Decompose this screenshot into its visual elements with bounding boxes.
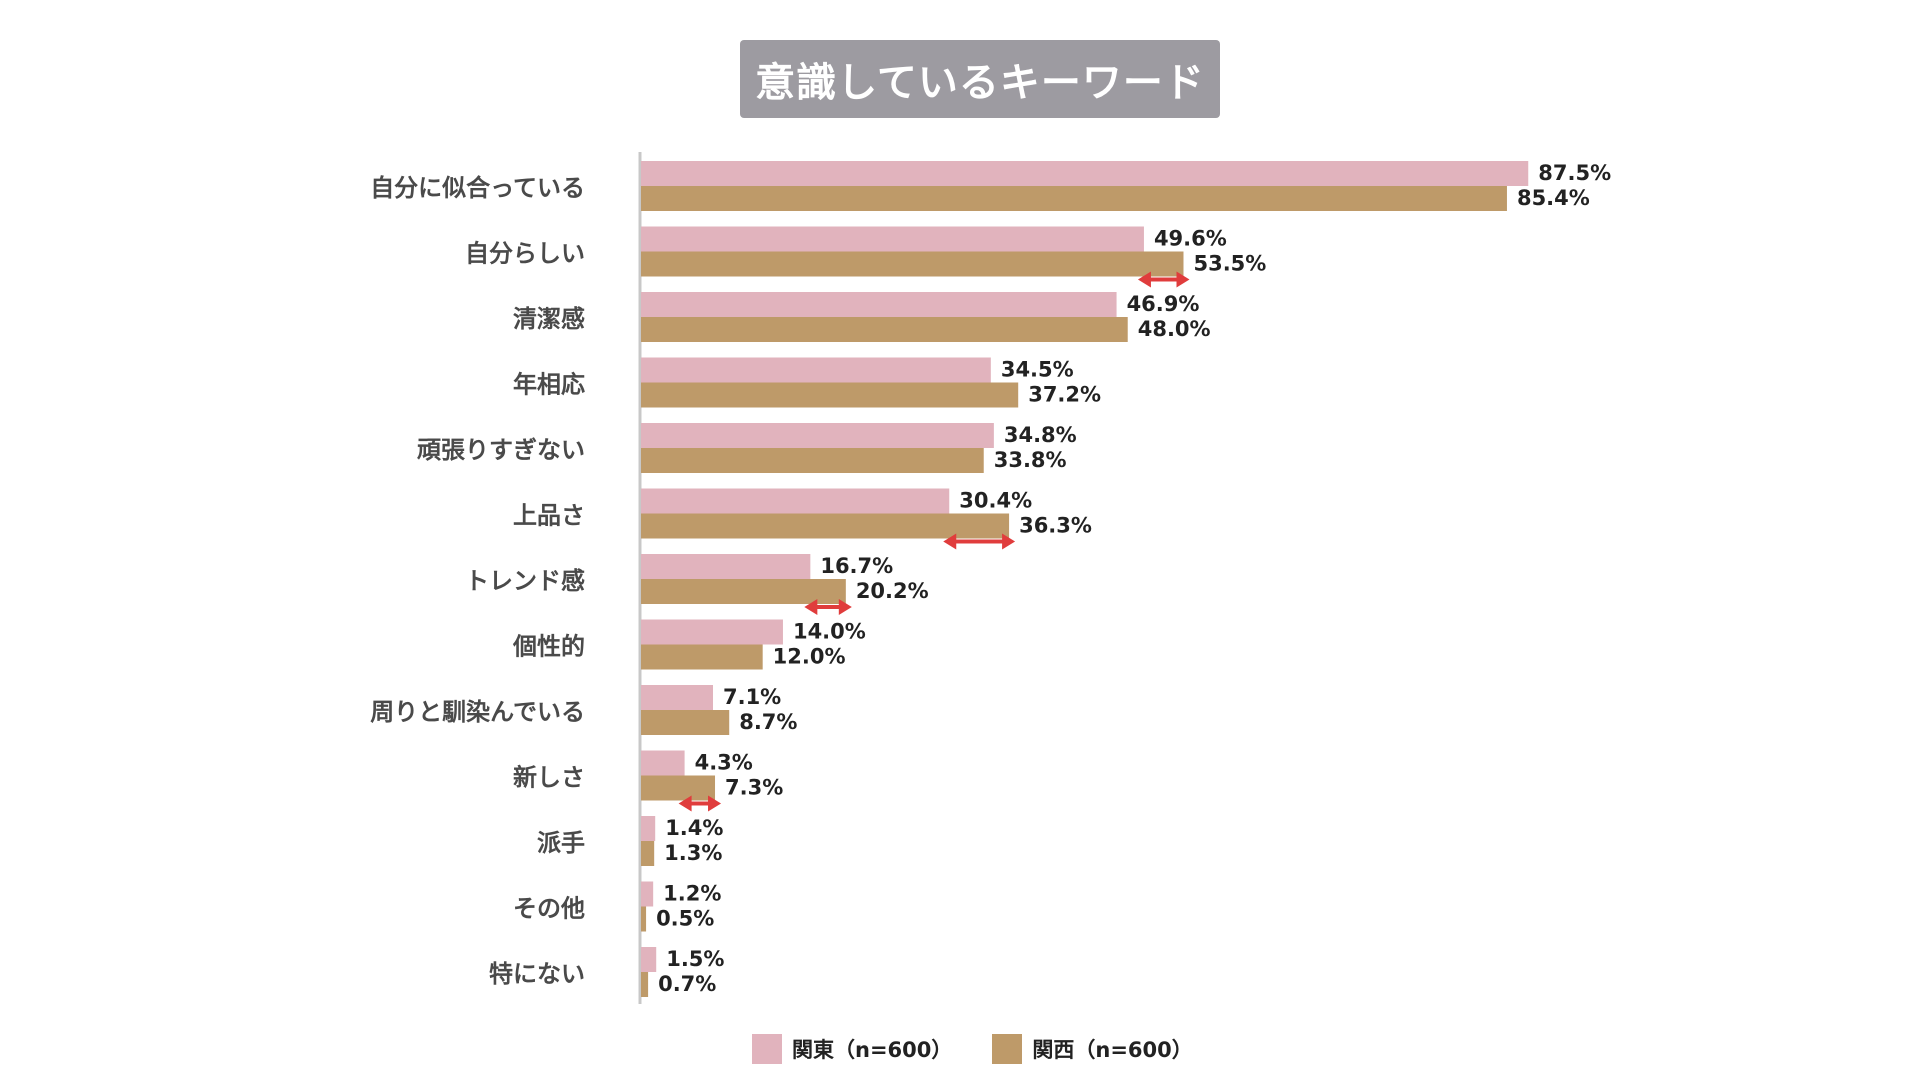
category-label: 周りと馴染んでいる: [370, 698, 585, 726]
value-label-kanto: 1.2%: [663, 882, 721, 906]
value-label-kansai: 0.5%: [656, 907, 714, 931]
legend-swatch-kanto: [752, 1034, 782, 1064]
bar-kansai: [641, 972, 649, 997]
bar-kansai: [641, 382, 1019, 408]
value-label-kansai: 0.7%: [658, 972, 716, 996]
value-label-kanto: 1.4%: [665, 816, 723, 840]
value-label-kansai: 37.2%: [1028, 383, 1101, 407]
value-label-kansai: 8.7%: [739, 710, 797, 734]
bar-kanto: [641, 947, 657, 972]
bar-kansai: [641, 186, 1507, 211]
difference-arrow-head-right: [1176, 271, 1190, 288]
bar-kansai: [641, 579, 846, 604]
bar-kansai: [641, 906, 647, 932]
difference-arrow-head-right: [838, 599, 852, 615]
difference-arrow-head-left: [1137, 271, 1151, 288]
value-label-kansai: 36.3%: [1019, 514, 1092, 538]
category-label: 年相応: [513, 371, 585, 399]
category-label: トレンド感: [465, 567, 585, 595]
legend-label-kansai: 関西（n=600）: [1032, 1038, 1193, 1062]
legend-swatch-kansai: [992, 1034, 1023, 1064]
difference-arrow-head-right: [1002, 533, 1016, 550]
bar-kanto: [641, 423, 994, 448]
value-label-kanto: 34.8%: [1004, 423, 1077, 447]
category-label: 特にない: [489, 960, 585, 988]
bar-kanto: [641, 816, 656, 841]
value-label-kansai: 85.4%: [1517, 186, 1590, 210]
bar-kansai: [641, 710, 730, 735]
chart-title: 意識しているキーワード: [740, 40, 1220, 118]
bar-kansai: [641, 841, 655, 866]
value-label-kansai: 7.3%: [725, 776, 783, 800]
bar-kansai: [641, 775, 716, 801]
value-label-kanto: 30.4%: [959, 489, 1032, 513]
value-label-kansai: 48.0%: [1138, 317, 1211, 341]
category-label: 自分らしい: [465, 240, 585, 268]
value-label-kansai: 53.5%: [1193, 252, 1266, 276]
value-label-kanto: 16.7%: [820, 554, 893, 578]
difference-arrow-head-right: [708, 795, 722, 812]
bar-kansai: [641, 448, 984, 473]
value-label-kanto: 14.0%: [793, 620, 866, 644]
value-label-kanto: 87.5%: [1538, 161, 1611, 185]
bar-kanto: [641, 554, 811, 579]
bar-kansai: [641, 644, 763, 670]
legend-label-kanto: 関東（n=600）: [792, 1038, 953, 1062]
category-label: 新しさ: [513, 764, 585, 792]
value-label-kanto: 1.5%: [666, 947, 724, 971]
legend-item-kansai: 関西（n=600）: [992, 1034, 1193, 1064]
value-label-kansai: 20.2%: [856, 579, 929, 603]
bar-kanto: [641, 685, 713, 710]
bar-kansai: [641, 513, 1010, 539]
category-label: その他: [513, 895, 585, 923]
bar-kanto: [641, 619, 783, 645]
value-label-kanto: 7.1%: [723, 685, 781, 709]
category-label: 頑張りすぎない: [416, 436, 585, 464]
value-label-kansai: 33.8%: [994, 448, 1067, 472]
category-label: 清潔感: [513, 305, 585, 333]
bar-kanto: [641, 357, 991, 383]
difference-arrow-head-left: [943, 533, 957, 550]
bar-kansai: [641, 251, 1184, 277]
category-label: 自分に似合っている: [370, 174, 585, 202]
category-label: 上品さ: [513, 502, 585, 530]
value-label-kanto: 46.9%: [1127, 292, 1200, 316]
bar-kanto: [641, 750, 685, 776]
category-label: 派手: [537, 829, 585, 857]
legend: 関東（n=600） 関西（n=600）: [752, 1034, 1193, 1064]
bar-kanto: [641, 488, 950, 514]
legend-item-kanto: 関東（n=600）: [752, 1034, 952, 1064]
value-label-kanto: 34.5%: [1001, 358, 1074, 382]
value-label-kanto: 4.3%: [695, 751, 753, 775]
bar-kansai: [641, 317, 1128, 342]
value-label-kansai: 12.0%: [773, 645, 846, 669]
bar-kanto: [641, 881, 654, 907]
bar-kanto: [641, 292, 1117, 317]
bar-kanto: [641, 161, 1529, 186]
value-label-kansai: 1.3%: [664, 841, 722, 865]
category-label: 個性的: [512, 633, 585, 661]
value-label-kanto: 49.6%: [1154, 227, 1227, 251]
difference-arrow-head-left: [678, 795, 692, 812]
difference-arrow-head-left: [804, 599, 818, 615]
bar-kanto: [641, 226, 1144, 252]
